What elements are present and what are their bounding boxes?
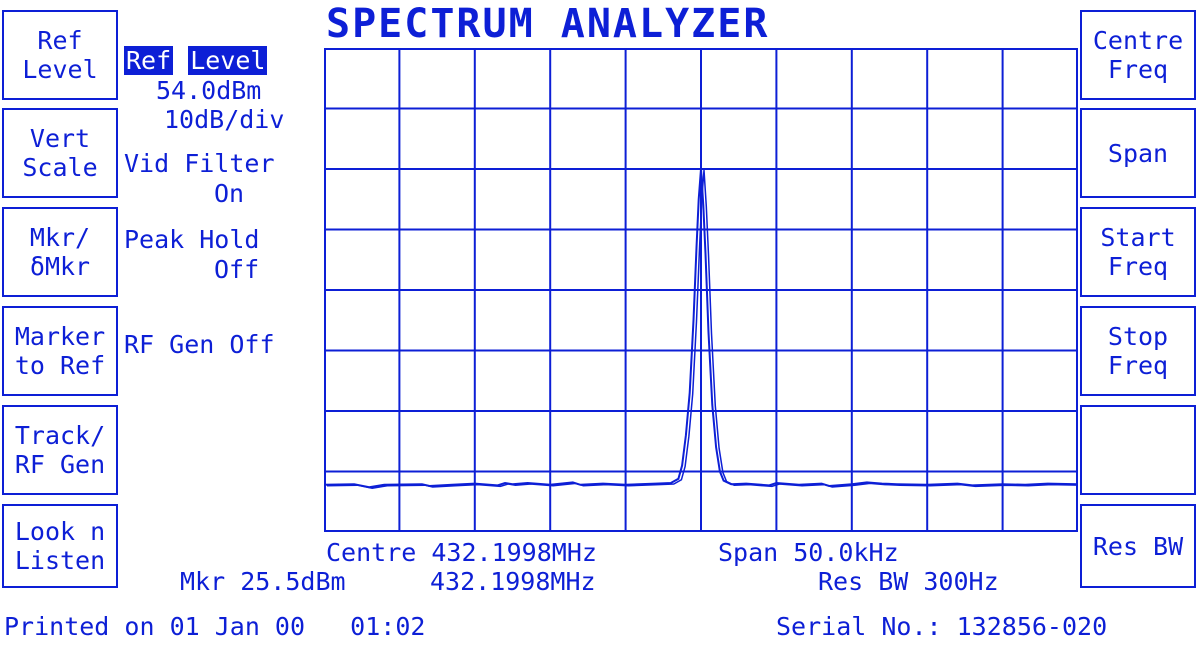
span-button-line1: Span	[1107, 138, 1169, 168]
start-freq-button[interactable]: Start Freq	[1080, 207, 1196, 297]
ref-level-button-line1: Ref	[37, 26, 83, 55]
peak-hold-value: Off	[214, 255, 260, 284]
vid-filter-value: On	[214, 179, 245, 208]
look-n-listen-button-line1: Look n	[14, 517, 106, 546]
res-bw-button[interactable]: Res BW	[1080, 504, 1196, 588]
mkr-delta-mkr-button-line1: Mkr/	[29, 223, 91, 252]
centre-freq-button[interactable]: Centre Freq	[1080, 10, 1196, 100]
peak-hold-label: Peak Hold	[124, 225, 260, 254]
blank-softkey-button[interactable]	[1080, 405, 1196, 495]
page-title: SPECTRUM ANALYZER	[326, 1, 770, 47]
centre-freq-button-line2: Freq	[1107, 55, 1169, 84]
start-freq-button-line1: Start	[1100, 223, 1176, 252]
serial-number: Serial No.: 132856-020	[776, 612, 1108, 641]
ref-level-value: 54.0dBm	[156, 76, 262, 105]
marker-to-ref-button-line2: to Ref	[14, 351, 106, 380]
start-freq-button-line2: Freq	[1107, 252, 1169, 281]
marker-frequency-readout: 432.1998MHz	[430, 567, 596, 596]
ref-level-button[interactable]: Ref Level	[2, 10, 118, 100]
stop-freq-button-line1: Stop	[1107, 322, 1169, 351]
ref-level-label: Ref Level	[124, 46, 268, 75]
ref-level-label-word1: Ref	[124, 46, 174, 75]
span-button[interactable]: Span	[1080, 108, 1196, 198]
marker-level-readout: Mkr 25.5dBm	[180, 567, 346, 596]
span-readout: Span 50.0kHz	[718, 538, 899, 567]
mkr-delta-mkr-button[interactable]: Mkr/ δMkr	[2, 207, 118, 297]
vertical-scale-value: 10dB/div	[164, 105, 285, 134]
spectrum-trace	[324, 168, 1078, 489]
vert-scale-button[interactable]: Vert Scale	[2, 108, 118, 198]
marker-to-ref-button-line1: Marker	[14, 322, 106, 351]
track-rf-gen-button-line1: Track/	[14, 421, 106, 450]
look-n-listen-button[interactable]: Look n Listen	[2, 504, 118, 588]
marker-to-ref-button[interactable]: Marker to Ref	[2, 306, 118, 396]
ref-level-label-word2: Level	[188, 46, 268, 75]
vert-scale-button-line2: Scale	[22, 153, 98, 182]
track-rf-gen-button[interactable]: Track/ RF Gen	[2, 405, 118, 495]
vid-filter-label: Vid Filter	[124, 149, 275, 178]
ref-level-button-line2: Level	[22, 55, 98, 84]
mkr-delta-mkr-button-line2: δMkr	[29, 252, 91, 281]
track-rf-gen-button-line2: RF Gen	[14, 450, 106, 479]
look-n-listen-button-line2: Listen	[14, 546, 106, 575]
res-bw-readout: Res BW 300Hz	[818, 567, 999, 596]
spectrum-plot	[324, 48, 1078, 532]
stop-freq-button-line2: Freq	[1107, 351, 1169, 380]
stop-freq-button[interactable]: Stop Freq	[1080, 306, 1196, 396]
centre-frequency-readout: Centre 432.1998MHz	[326, 538, 597, 567]
vert-scale-button-line1: Vert	[29, 124, 91, 153]
spectrum-trace-outline	[326, 169, 1078, 489]
rf-gen-status: RF Gen Off	[124, 330, 275, 359]
res-bw-button-line1: Res BW	[1092, 531, 1184, 561]
printed-date: Printed on 01 Jan 00 01:02	[4, 612, 426, 641]
centre-freq-button-line1: Centre	[1092, 26, 1184, 55]
